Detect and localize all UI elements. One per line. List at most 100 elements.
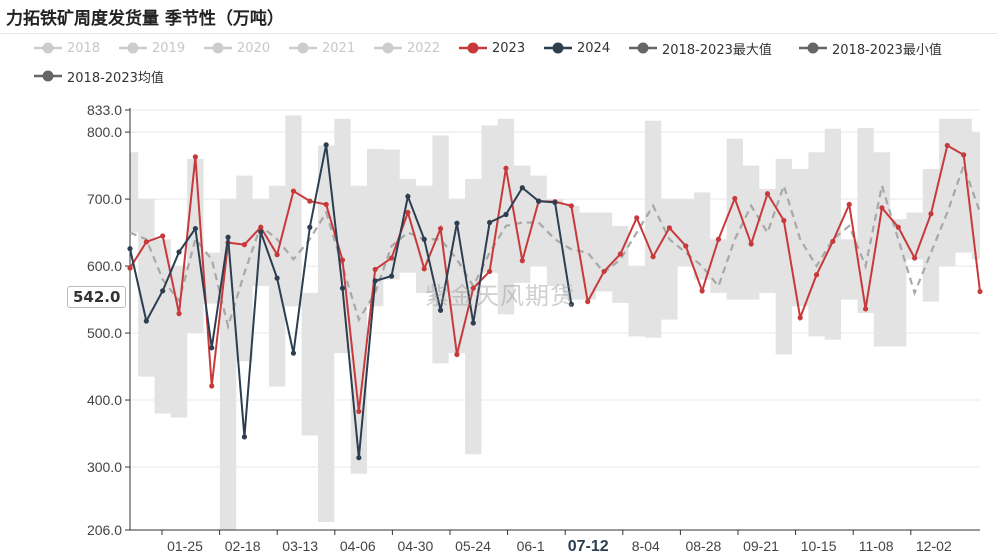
legend-item-mean[interactable]: 2018-2023均值	[34, 66, 164, 86]
legend-label: 2020	[237, 40, 271, 56]
point-2023	[241, 242, 248, 248]
legend-line-circle-icon	[799, 42, 827, 54]
point-2023	[977, 288, 983, 295]
point-2023	[813, 272, 820, 278]
point-2023	[339, 257, 346, 263]
point-2023	[290, 188, 297, 194]
point-2023	[862, 306, 869, 312]
point-2024	[356, 455, 362, 461]
point-2023	[307, 198, 313, 204]
point-2024	[339, 285, 346, 291]
x-tick-label: 10-15	[801, 538, 837, 554]
point-2023	[928, 211, 934, 217]
point-2023	[699, 288, 705, 294]
x-tick-label: 01-25	[167, 538, 203, 554]
legend-label: 2018	[67, 40, 101, 56]
point-2024	[290, 350, 297, 356]
legend-line-circle-icon	[34, 70, 62, 82]
legend-item-min[interactable]: 2018-2023最小值	[799, 38, 942, 58]
chart-title: 力拓铁矿周度发货量 季节性（万吨）	[6, 9, 284, 29]
point-2023	[258, 224, 264, 230]
point-2024	[209, 345, 215, 351]
point-2023	[487, 268, 493, 275]
watermark: 紫金天风期货	[425, 282, 575, 310]
legend-label: 2018-2023最大值	[662, 42, 772, 58]
point-2023	[961, 152, 967, 158]
axis-pointer-label: 542.0	[67, 286, 127, 308]
point-2024	[421, 236, 427, 242]
point-2024	[323, 142, 329, 148]
legend-line-circle-icon	[34, 42, 62, 54]
x-tick-label: 8-04	[632, 538, 660, 554]
legend-label: 2023	[492, 40, 526, 56]
point-2024	[143, 318, 149, 324]
point-2023	[519, 258, 525, 264]
legend-line-circle-icon	[459, 42, 487, 54]
point-2023	[748, 241, 754, 247]
legend-item-max[interactable]: 2018-2023最大值	[629, 38, 772, 58]
point-2023	[192, 154, 198, 160]
legend-item-2024[interactable]: 2024	[544, 38, 610, 58]
y-tick-label: 800.0	[87, 124, 122, 140]
title-divider	[0, 33, 997, 34]
legend-label: 2024	[577, 40, 611, 56]
point-2023	[143, 239, 149, 245]
point-2023	[781, 217, 787, 224]
point-2024	[258, 229, 264, 235]
legend-item-2021[interactable]: 2021	[289, 38, 355, 58]
legend-line-circle-icon	[289, 42, 317, 54]
legend-item-2023[interactable]: 2023	[459, 38, 525, 58]
point-2023	[879, 205, 885, 211]
point-2023	[944, 142, 950, 149]
legend-item-2022[interactable]: 2022	[374, 38, 440, 58]
point-2023	[356, 408, 362, 415]
point-2024	[470, 320, 476, 326]
x-tick-label: 07-12	[568, 538, 609, 555]
point-2024	[160, 288, 166, 294]
y-tick-label: 833.0	[87, 102, 122, 118]
point-2023	[617, 251, 623, 257]
point-2023	[830, 238, 836, 244]
legend-item-2019[interactable]: 2019	[119, 38, 185, 58]
min-max-band	[130, 115, 980, 530]
point-2023	[405, 209, 411, 216]
y-tick-label: 600.0	[87, 258, 122, 274]
point-2023	[846, 201, 852, 208]
point-2024	[274, 275, 280, 281]
point-2024	[127, 246, 133, 252]
point-2024	[552, 199, 558, 206]
legend-item-2020[interactable]: 2020	[204, 38, 270, 58]
point-2024	[176, 249, 182, 255]
point-2024	[307, 224, 313, 230]
legend-label: 2022	[407, 40, 441, 56]
point-2024	[388, 273, 395, 279]
legend-line-circle-icon	[374, 42, 402, 54]
x-tick-label: 11-08	[859, 538, 894, 554]
point-2023	[683, 243, 689, 249]
point-2024	[225, 234, 231, 240]
point-2024	[536, 198, 542, 204]
legend-item-2018[interactable]: 2018	[34, 38, 100, 58]
point-2023	[372, 266, 378, 273]
point-2024	[454, 220, 460, 226]
point-2023	[634, 215, 640, 221]
point-2023	[715, 236, 722, 242]
series-line-mean	[129, 162, 982, 331]
x-tick-label: 06-1	[517, 538, 545, 554]
point-2023	[160, 233, 166, 239]
point-2023	[274, 252, 280, 258]
point-2023	[454, 351, 460, 358]
point-2023	[732, 195, 738, 202]
x-tick-label: 09-21	[743, 538, 779, 554]
point-2023	[666, 225, 673, 231]
y-tick-label: 500.0	[87, 325, 122, 341]
x-tick-label: 04-30	[397, 538, 433, 554]
y-tick-label: 206.0	[87, 522, 122, 538]
point-2024	[487, 219, 493, 226]
y-tick-label: 400.0	[87, 392, 122, 408]
point-2024	[192, 225, 198, 232]
y-tick-label: 700.0	[87, 191, 122, 207]
point-2023	[585, 298, 591, 305]
point-2023	[797, 315, 803, 321]
